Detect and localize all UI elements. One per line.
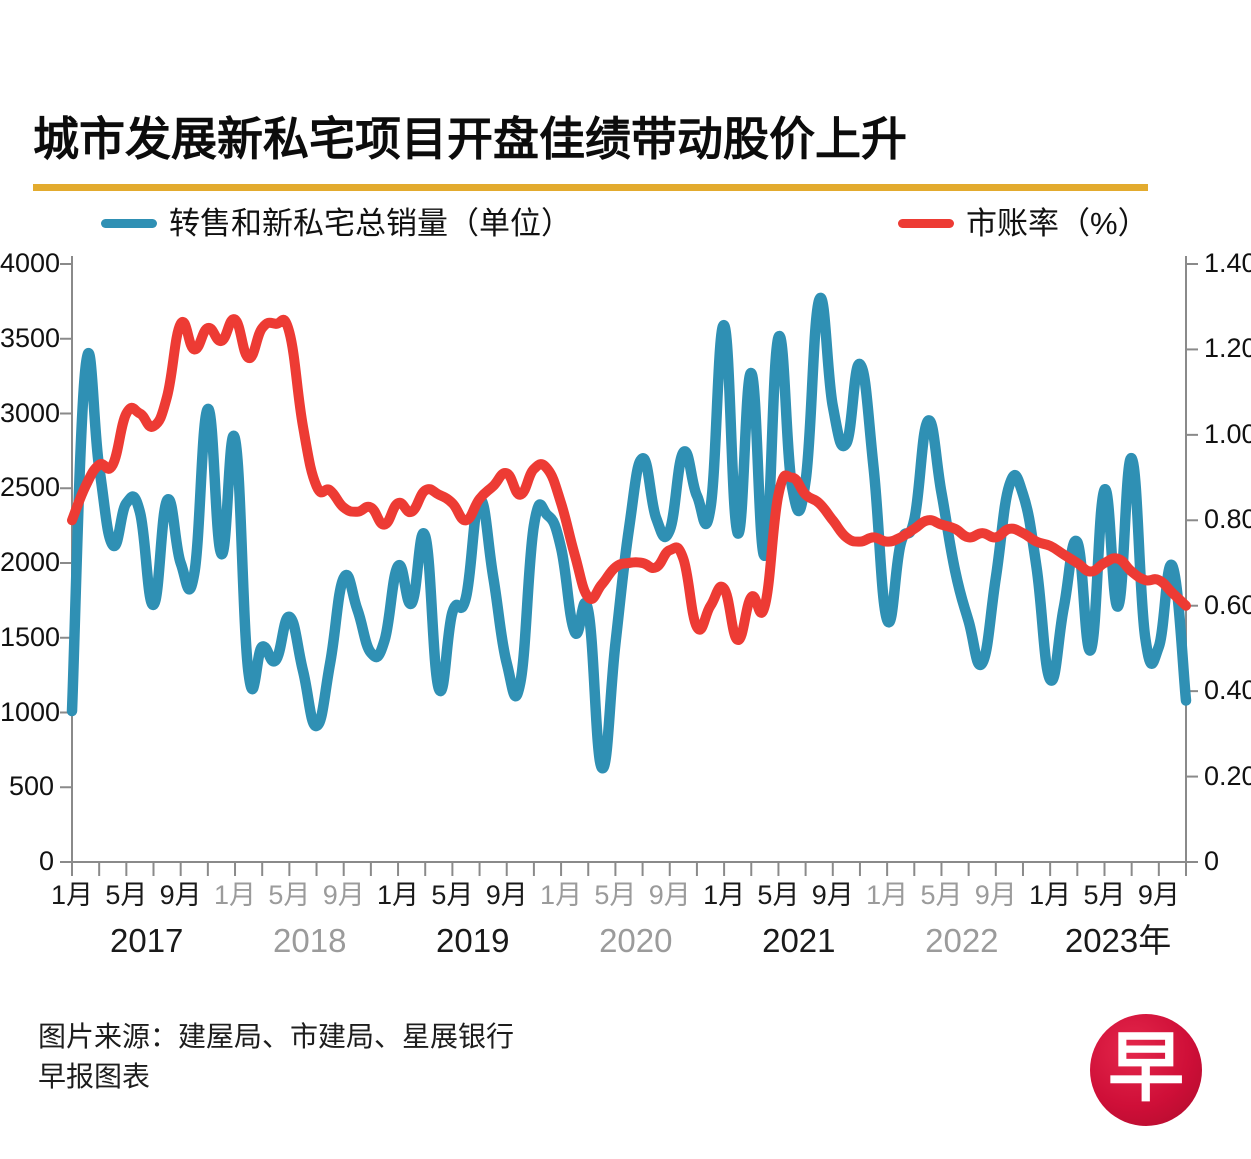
series-line-sales bbox=[66, 292, 1192, 774]
legend-item-sales[interactable]: 转售和新私宅总销量（单位） bbox=[101, 208, 572, 239]
legend-label-pb-ratio: 市账率（%） bbox=[966, 206, 1149, 241]
page-title: 城市发展新私宅项目开盘佳绩带动股价上升 bbox=[33, 113, 907, 165]
x-year-label-2019: 2019 bbox=[436, 922, 510, 959]
legend-swatch-blue-icon bbox=[101, 219, 157, 228]
x-month-label-2020-05: 5月 bbox=[594, 880, 637, 910]
x-month-label-2021-05: 5月 bbox=[757, 880, 800, 910]
x-year-label-2021: 2021 bbox=[762, 922, 836, 959]
x-month-label-2021-01: 1月 bbox=[703, 880, 746, 910]
x-month-label-2021-09: 9月 bbox=[811, 880, 854, 910]
y-left-tick-4000: 4000 bbox=[0, 248, 61, 278]
y-right-tick-0.60: 0.60 bbox=[1204, 589, 1251, 620]
y-left-tick-2000: 2000 bbox=[0, 547, 61, 577]
title-underline-rule bbox=[33, 184, 1148, 191]
y-right-tick-1.00: 1.00 bbox=[1204, 418, 1251, 449]
x-month-label-2022-09: 9月 bbox=[974, 880, 1017, 910]
x-month-label-2019-09: 9月 bbox=[485, 880, 528, 910]
x-month-label-2022-01: 1月 bbox=[866, 880, 909, 910]
x-month-label-2018-01: 1月 bbox=[214, 880, 257, 910]
legend-item-pb-ratio[interactable]: 市账率（%） bbox=[898, 208, 1149, 239]
x-year-label-2018: 2018 bbox=[273, 922, 347, 959]
y-left-tick-0: 0 bbox=[38, 846, 54, 876]
x-year-label-2022: 2022 bbox=[925, 922, 999, 959]
series-line-pb-ratio bbox=[67, 314, 1191, 645]
y-right-tick-1.20: 1.20 bbox=[1204, 333, 1251, 364]
y-right-tick-0.40: 0.40 bbox=[1204, 675, 1251, 706]
source-note: 图片来源：建屋局、市建局、星展银行 早报图表 bbox=[38, 1021, 515, 1092]
x-month-label-2017-09: 9月 bbox=[159, 880, 202, 910]
y-left-tick-3500: 3500 bbox=[0, 322, 61, 353]
x-month-label-2023-01: 1月 bbox=[1029, 880, 1072, 910]
logo-circle-icon bbox=[1090, 1014, 1202, 1126]
x-month-label-2019-05: 5月 bbox=[431, 880, 474, 910]
chart-legend: 转售和新私宅总销量（单位） 市账率（%） bbox=[0, 206, 1251, 250]
x-month-label-2022-05: 5月 bbox=[920, 880, 963, 910]
tick-marks bbox=[60, 263, 1198, 876]
zaobao-logo: 早 bbox=[1090, 1014, 1202, 1126]
legend-label-sales: 转售和新私宅总销量（单位） bbox=[169, 206, 572, 241]
y-right-tick-1.40: 1.40 bbox=[1204, 248, 1251, 278]
legend-swatch-red-icon bbox=[898, 219, 954, 228]
x-month-label-2023-09: 9月 bbox=[1137, 880, 1180, 910]
y-right-tick-0.80: 0.80 bbox=[1204, 504, 1251, 535]
y-right-tick-0: 0 bbox=[1204, 846, 1220, 876]
x-month-label-2017-01: 1月 bbox=[50, 880, 94, 910]
y-right-tick-0.20: 0.20 bbox=[1204, 760, 1251, 791]
x-month-label-2020-09: 9月 bbox=[648, 880, 691, 910]
x-year-label-2017: 2017 bbox=[110, 922, 184, 959]
y-left-tick-500: 500 bbox=[8, 771, 54, 802]
y-left-tick-2500: 2500 bbox=[0, 472, 61, 503]
logo-glyph: 早 bbox=[1108, 1023, 1184, 1112]
x-month-label-2023-05: 5月 bbox=[1083, 880, 1126, 910]
x-month-label-2018-09: 9月 bbox=[322, 880, 365, 910]
series-paths bbox=[66, 292, 1192, 774]
x-month-label-2020-01: 1月 bbox=[540, 880, 583, 910]
x-month-label-2017-05: 5月 bbox=[105, 880, 148, 910]
x-year-label-2023年: 2023年 bbox=[1064, 922, 1172, 959]
x-month-label-2019-01: 1月 bbox=[377, 880, 420, 910]
y-left-tick-1000: 1000 bbox=[0, 696, 61, 727]
y-left-tick-3000: 3000 bbox=[0, 397, 61, 428]
x-month-label-2018-05: 5月 bbox=[268, 880, 311, 910]
x-year-label-2020: 2020 bbox=[599, 922, 673, 959]
y-left-tick-1500: 1500 bbox=[0, 621, 61, 652]
